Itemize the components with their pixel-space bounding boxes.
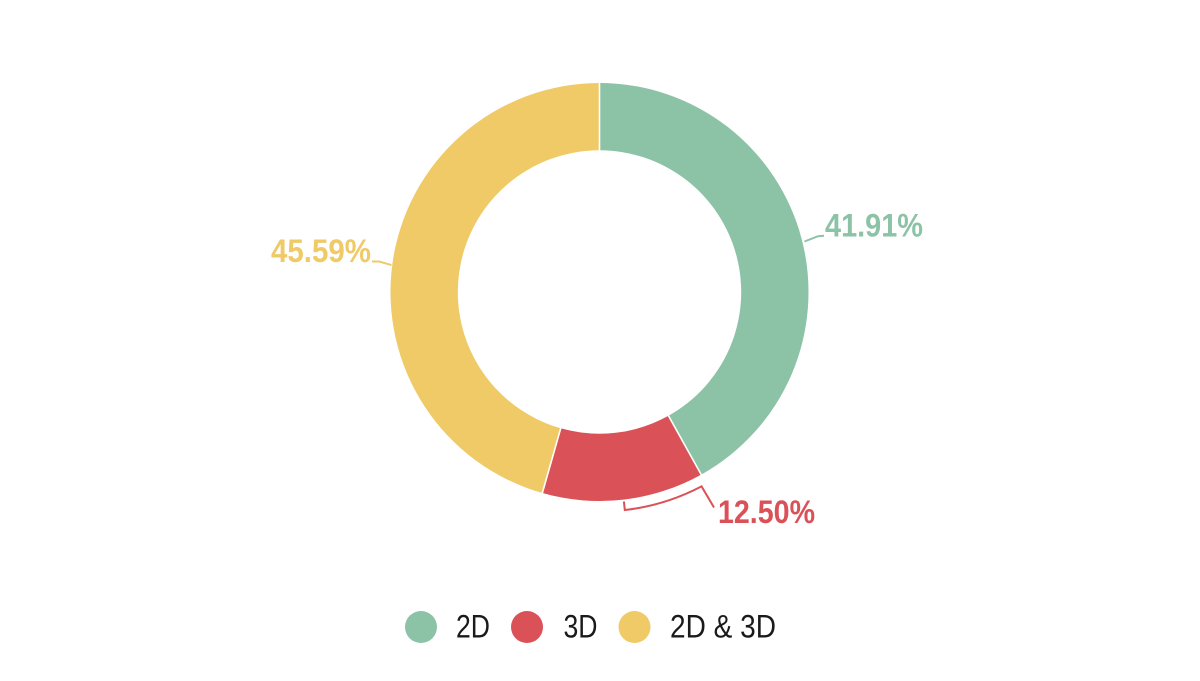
svg-text:41.91%: 41.91% (825, 208, 923, 244)
svg-text:2D & 3D: 2D & 3D (670, 609, 776, 645)
svg-text:12.50%: 12.50% (718, 494, 815, 530)
svg-text:2D: 2D (456, 609, 490, 645)
svg-text:3D: 3D (564, 609, 598, 645)
svg-text:45.59%: 45.59% (271, 233, 371, 269)
